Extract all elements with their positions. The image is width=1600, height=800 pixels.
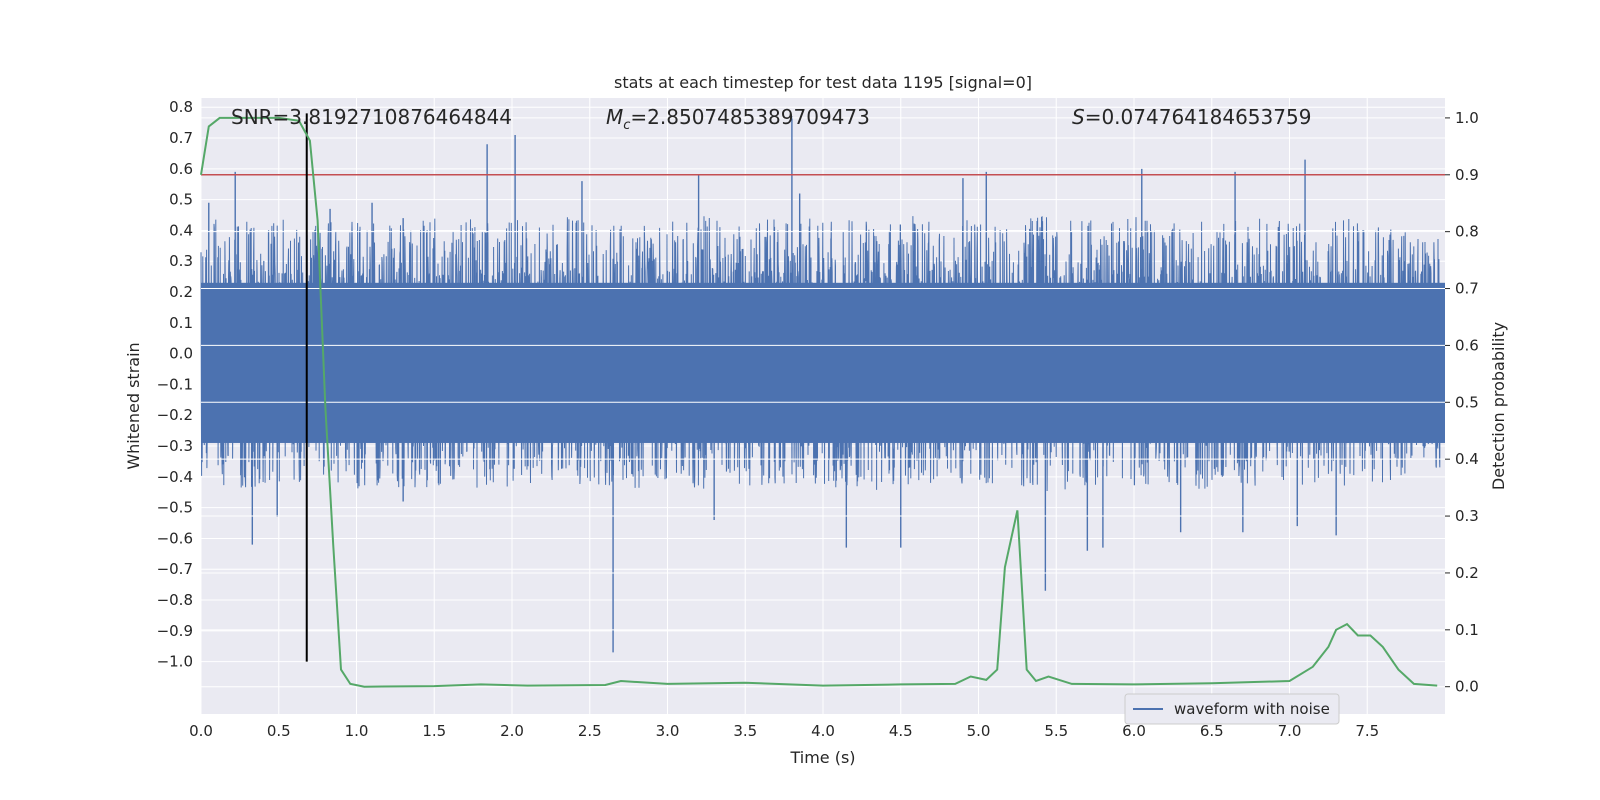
detection-probability-line <box>200 116 1438 688</box>
x-axis-ticks: 0.0 0.5 1.0 1.5 2.0 2.5 3.0 3.5 4.0 4.5 5.0 5.5 6.0 6… <box>189 722 1379 740</box>
waveform-series <box>200 116 1445 653</box>
left-y-tick-label: −0.9 <box>157 622 193 640</box>
overlay-lines <box>200 113 1445 688</box>
chirp-mass-symbol: M <box>606 105 623 129</box>
legend-label: waveform with noise <box>1174 700 1330 718</box>
y-axis-label-left: Whitened strain <box>124 342 143 469</box>
x-tick-label: 3.5 <box>733 722 757 740</box>
right-y-tick-label: 1.0 <box>1455 109 1479 127</box>
left-y-tick-label: 0.7 <box>169 129 193 147</box>
left-y-tick-label: 0.6 <box>169 160 193 178</box>
x-tick-label: 7.0 <box>1278 722 1302 740</box>
left-y-tick-label: 0.2 <box>169 283 193 301</box>
left-y-tick-label: −0.5 <box>157 499 193 517</box>
x-tick-label: 1.0 <box>345 722 369 740</box>
left-y-tick-label: 0.8 <box>169 98 193 116</box>
s-value: =0.074764184653759 <box>1085 105 1312 129</box>
right-y-tick-label: 0.3 <box>1455 507 1479 525</box>
waveform-core <box>201 282 1445 443</box>
right-y-tick-label: 0.1 <box>1455 621 1479 639</box>
x-tick-label: 7.5 <box>1355 722 1379 740</box>
left-y-tick-label: 0.1 <box>169 314 193 332</box>
right-y-tick-label: 0.8 <box>1455 223 1479 241</box>
x-tick-label: 4.0 <box>811 722 835 740</box>
s-annotation: S=0.074764184653759 <box>1072 105 1311 129</box>
x-tick-label: 5.5 <box>1044 722 1068 740</box>
left-y-tick-label: −0.8 <box>157 591 193 609</box>
x-tick-label: 2.5 <box>578 722 602 740</box>
right-y-tick-label: 0.9 <box>1455 166 1479 184</box>
legend-box <box>1124 693 1340 725</box>
x-axis-label: Time (s) <box>789 748 855 767</box>
right-axis-ticks: 1.0 0.9 0.8 0.7 0.6 0.5 0.4 0.3 0.2 0.1 0.0 <box>1445 109 1479 696</box>
x-tick-label: 3.0 <box>656 722 680 740</box>
left-y-tick-label: 0.0 <box>169 345 193 363</box>
x-tick-label: 6.0 <box>1122 722 1146 740</box>
right-y-tick-label: 0.0 <box>1455 678 1479 696</box>
left-y-tick-label: −0.1 <box>157 375 193 393</box>
left-y-tick-label: −0.3 <box>157 437 193 455</box>
x-tick-label: 0.0 <box>189 722 213 740</box>
right-axis-gridlines <box>201 117 1445 688</box>
snr-annotation: SNR=3.8192710876464844 <box>231 105 512 129</box>
right-y-tick-label: 0.5 <box>1455 393 1479 411</box>
right-y-tick-label: 0.7 <box>1455 280 1479 298</box>
x-tick-label: 1.5 <box>422 722 446 740</box>
x-tick-label: 2.0 <box>500 722 524 740</box>
s-symbol: S <box>1072 105 1085 129</box>
chirp-mass-subscript: c <box>623 118 630 133</box>
left-y-tick-label: 0.4 <box>169 221 193 239</box>
legend: waveform with noise <box>1124 693 1340 725</box>
x-tick-label: 6.5 <box>1200 722 1224 740</box>
left-y-tick-label: −0.7 <box>157 560 193 578</box>
right-y-tick-label: 0.6 <box>1455 336 1479 354</box>
left-axis-ticks: 0.8 0.7 0.6 0.5 0.4 0.3 0.2 0.1 0.0 −0.1 −0.2 −0.3 −… <box>157 98 193 670</box>
x-tick-label: 5.0 <box>967 722 991 740</box>
right-y-tick-label: 0.4 <box>1455 450 1479 468</box>
y-axis-label-right: Detection probability <box>1489 322 1508 490</box>
chirp-mass-value: =2.8507485389709473 <box>630 105 869 129</box>
left-y-tick-label: −0.2 <box>157 406 193 424</box>
chart-title: stats at each timestep for test data 119… <box>614 73 1032 92</box>
left-y-tick-label: −0.6 <box>157 529 193 547</box>
x-tick-label: 0.5 <box>267 722 291 740</box>
left-y-tick-label: 0.5 <box>169 191 193 209</box>
right-y-tick-label: 0.2 <box>1455 564 1479 582</box>
left-y-tick-label: −0.4 <box>157 468 193 486</box>
left-y-tick-label: −1.0 <box>157 653 193 671</box>
left-y-tick-label: 0.3 <box>169 252 193 270</box>
chirp-mass-annotation: Mc=2.8507485389709473 <box>606 105 870 133</box>
x-tick-label: 4.5 <box>889 722 913 740</box>
